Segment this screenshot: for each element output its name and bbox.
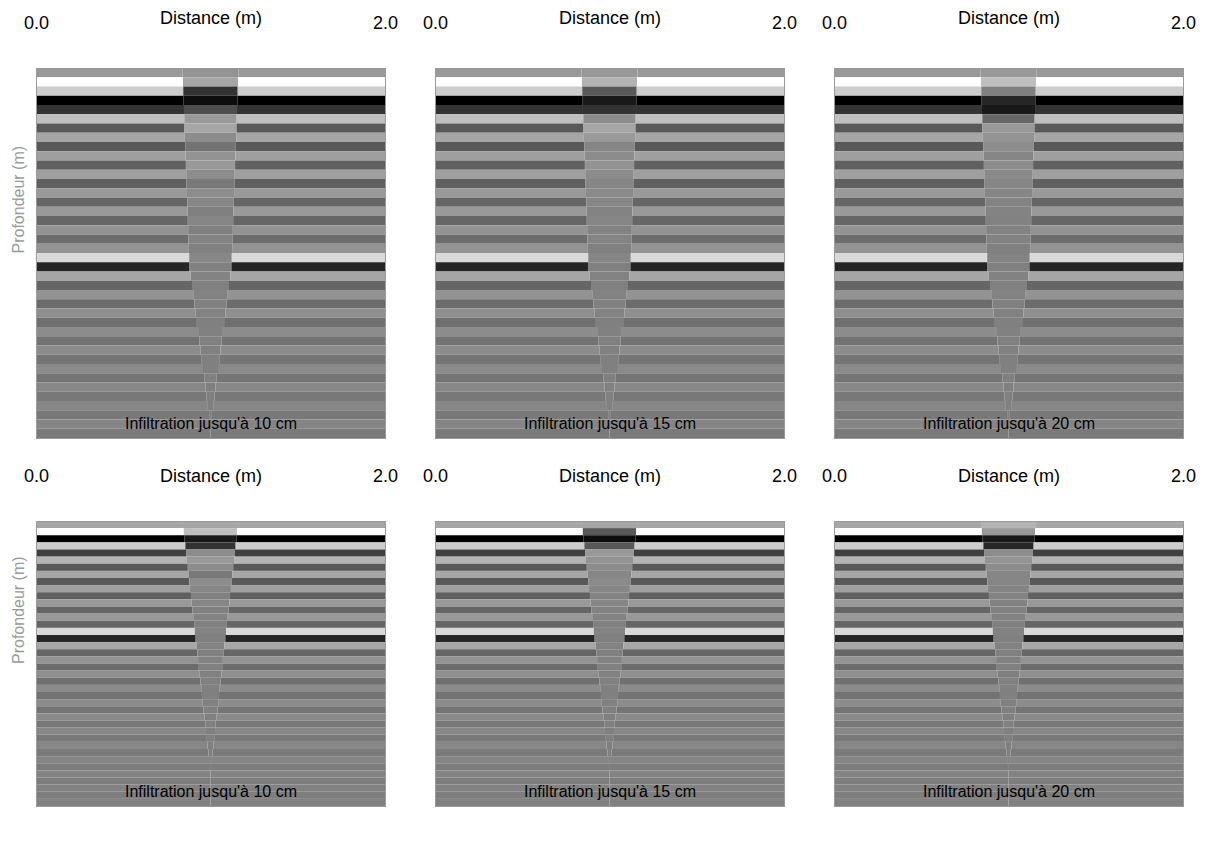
svg-text:Infiltration jusqu'à 20 cm: Infiltration jusqu'à 20 cm — [923, 415, 1095, 432]
svg-text:Distance (m): Distance (m) — [958, 466, 1060, 486]
svg-text:2.0: 2.0 — [1171, 13, 1196, 33]
svg-text:Distance (m): Distance (m) — [160, 8, 262, 28]
svg-text:2.0: 2.0 — [772, 13, 797, 33]
svg-text:0.0: 0.0 — [24, 13, 49, 33]
svg-text:Infiltration jusqu'à 10 cm: Infiltration jusqu'à 10 cm — [125, 783, 297, 800]
svg-text:0.0: 0.0 — [822, 466, 847, 486]
svg-text:0.0: 0.0 — [423, 466, 448, 486]
svg-text:2.0: 2.0 — [373, 13, 398, 33]
svg-text:2.0: 2.0 — [1171, 466, 1196, 486]
svg-text:Distance (m): Distance (m) — [160, 466, 262, 486]
svg-text:Distance (m): Distance (m) — [958, 8, 1060, 28]
svg-text:0.0: 0.0 — [822, 13, 847, 33]
svg-text:Profondeur (m): Profondeur (m) — [10, 556, 27, 664]
svg-text:2.0: 2.0 — [772, 466, 797, 486]
svg-text:Profondeur (m): Profondeur (m) — [10, 146, 27, 254]
svg-text:Distance (m): Distance (m) — [559, 8, 661, 28]
svg-text:Infiltration jusqu'à 20 cm: Infiltration jusqu'à 20 cm — [923, 783, 1095, 800]
svg-text:Infiltration jusqu'à 10 cm: Infiltration jusqu'à 10 cm — [125, 415, 297, 432]
svg-text:Distance (m): Distance (m) — [559, 466, 661, 486]
svg-text:Infiltration jusqu'à 15 cm: Infiltration jusqu'à 15 cm — [524, 415, 696, 432]
svg-text:0.0: 0.0 — [24, 466, 49, 486]
svg-text:2.0: 2.0 — [373, 466, 398, 486]
svg-text:Infiltration jusqu'à 15 cm: Infiltration jusqu'à 15 cm — [524, 783, 696, 800]
svg-text:0.0: 0.0 — [423, 13, 448, 33]
